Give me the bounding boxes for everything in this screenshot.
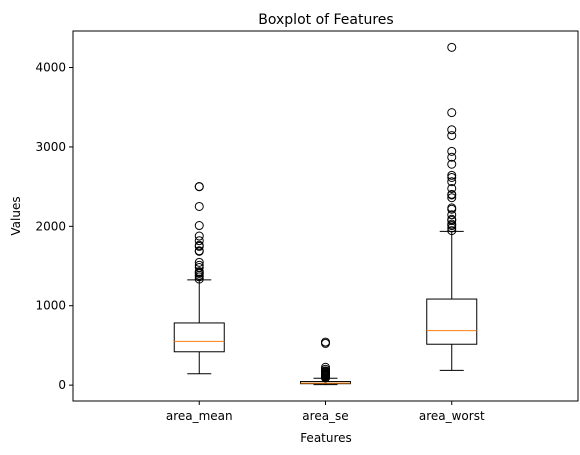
x-tick-label: area_worst	[419, 409, 485, 423]
x-axis: area_mean area_se area_worst	[166, 401, 485, 423]
x-tick-label: area_mean	[166, 409, 233, 423]
iqr-box	[427, 299, 477, 344]
y-tick-label: 2000	[35, 219, 66, 233]
box-area_worst	[427, 43, 477, 370]
outlier-point	[195, 237, 203, 245]
outlier-point	[195, 183, 203, 191]
y-axis-label: Values	[9, 196, 23, 235]
outlier-point	[448, 126, 456, 134]
outlier-point	[195, 232, 203, 240]
plot-area	[73, 31, 578, 401]
y-tick-label: 3000	[35, 140, 66, 154]
y-axis: 0 1000 2000 3000 4000	[35, 61, 73, 393]
y-tick-label: 1000	[35, 299, 66, 313]
box-area_mean	[174, 183, 224, 374]
outlier-point	[448, 147, 456, 155]
outlier-point	[195, 222, 203, 230]
chart-title: Boxplot of Features	[258, 12, 393, 28]
x-tick-label: area_se	[302, 409, 348, 423]
iqr-box	[174, 323, 224, 352]
outlier-point	[448, 43, 456, 51]
boxes-group	[174, 43, 477, 384]
box-area_se	[301, 338, 351, 384]
y-tick-label: 4000	[35, 61, 66, 75]
y-tick-label: 0	[58, 378, 66, 392]
outlier-point	[195, 202, 203, 210]
x-axis-label: Features	[300, 431, 352, 445]
outlier-point	[448, 109, 456, 117]
